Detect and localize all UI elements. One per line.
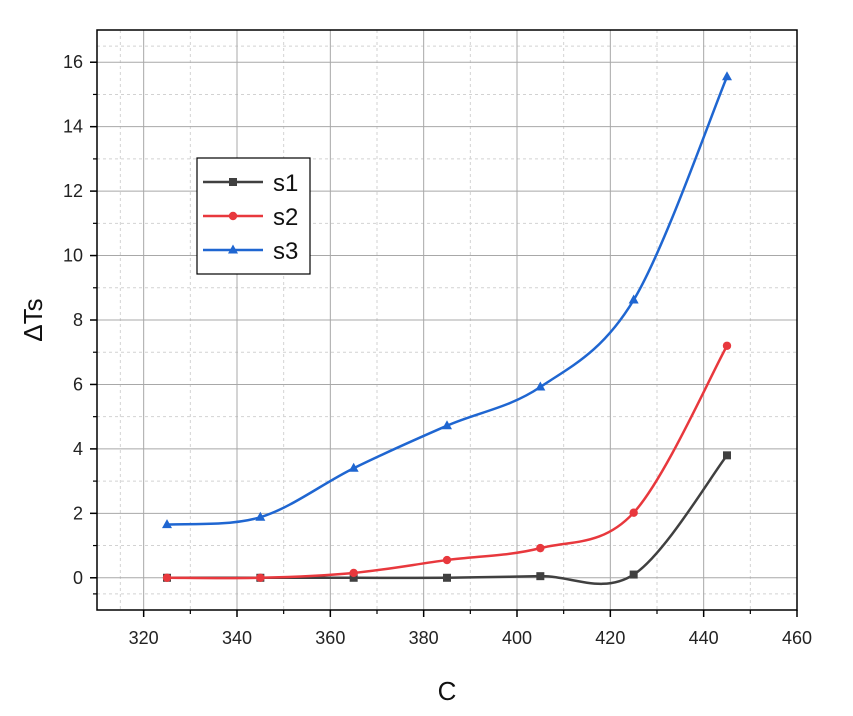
legend-marker-s2 [228,211,238,221]
y-tick-label: 4 [73,439,83,459]
data-point-s2 [629,508,638,517]
x-tick-label: 340 [222,628,252,648]
data-point-s3 [442,420,452,430]
series-s3 [162,71,732,529]
data-point-s2 [442,555,452,565]
x-axis-title: C [438,676,457,706]
y-tick-label: 12 [63,181,83,201]
data-point-s3 [628,294,639,304]
data-point-s3 [255,511,266,521]
y-tick-label: 0 [73,568,83,588]
x-tick-label: 420 [595,628,625,648]
data-point-s1 [443,573,451,582]
x-tick-label: 460 [782,628,812,648]
data-point-s3 [348,462,359,472]
legend-label-s2: s2 [273,204,298,231]
legend-marker-s1 [229,178,237,186]
x-tick-label: 440 [689,628,719,648]
x-tick-label: 400 [502,628,532,648]
x-tick-label: 360 [315,628,345,648]
data-point-s1 [349,573,358,582]
ticks: 320 340 360 380 400 420 440 460 0 2 4 6 8 10 12 14 16 [63,52,812,648]
series-s2 [162,341,732,582]
data-point-s1 [536,572,545,581]
data-point-s2 [162,573,172,582]
legend-label-s1: s1 [273,170,298,197]
legend-label-s3: s3 [273,238,298,265]
y-tick-label: 8 [73,310,83,330]
data-point-s2 [256,573,265,582]
y-tick-label: 16 [63,52,83,72]
data-point-s1 [629,570,638,579]
data-point-s3 [535,381,546,391]
data-point-s2 [536,543,545,553]
data-point-s2 [722,341,732,350]
series-layer [162,71,732,586]
y-tick-label: 6 [73,374,83,394]
x-tick-label: 320 [129,628,159,648]
y-axis-title: ΔTs [18,298,48,341]
data-point-s2 [349,568,358,578]
data-point-s3 [722,71,732,81]
y-tick-label: 10 [63,246,83,266]
legend: s1 s2 s3 [196,157,311,275]
y-tick-label: 14 [63,117,83,137]
series-line-s2 [166,345,729,580]
data-point-s3 [162,519,172,529]
series-line-s3 [166,76,729,526]
legend-marker-s3 [228,244,238,254]
data-point-s1 [723,451,731,460]
x-tick-label: 380 [409,628,439,648]
y-tick-label: 2 [73,503,83,523]
